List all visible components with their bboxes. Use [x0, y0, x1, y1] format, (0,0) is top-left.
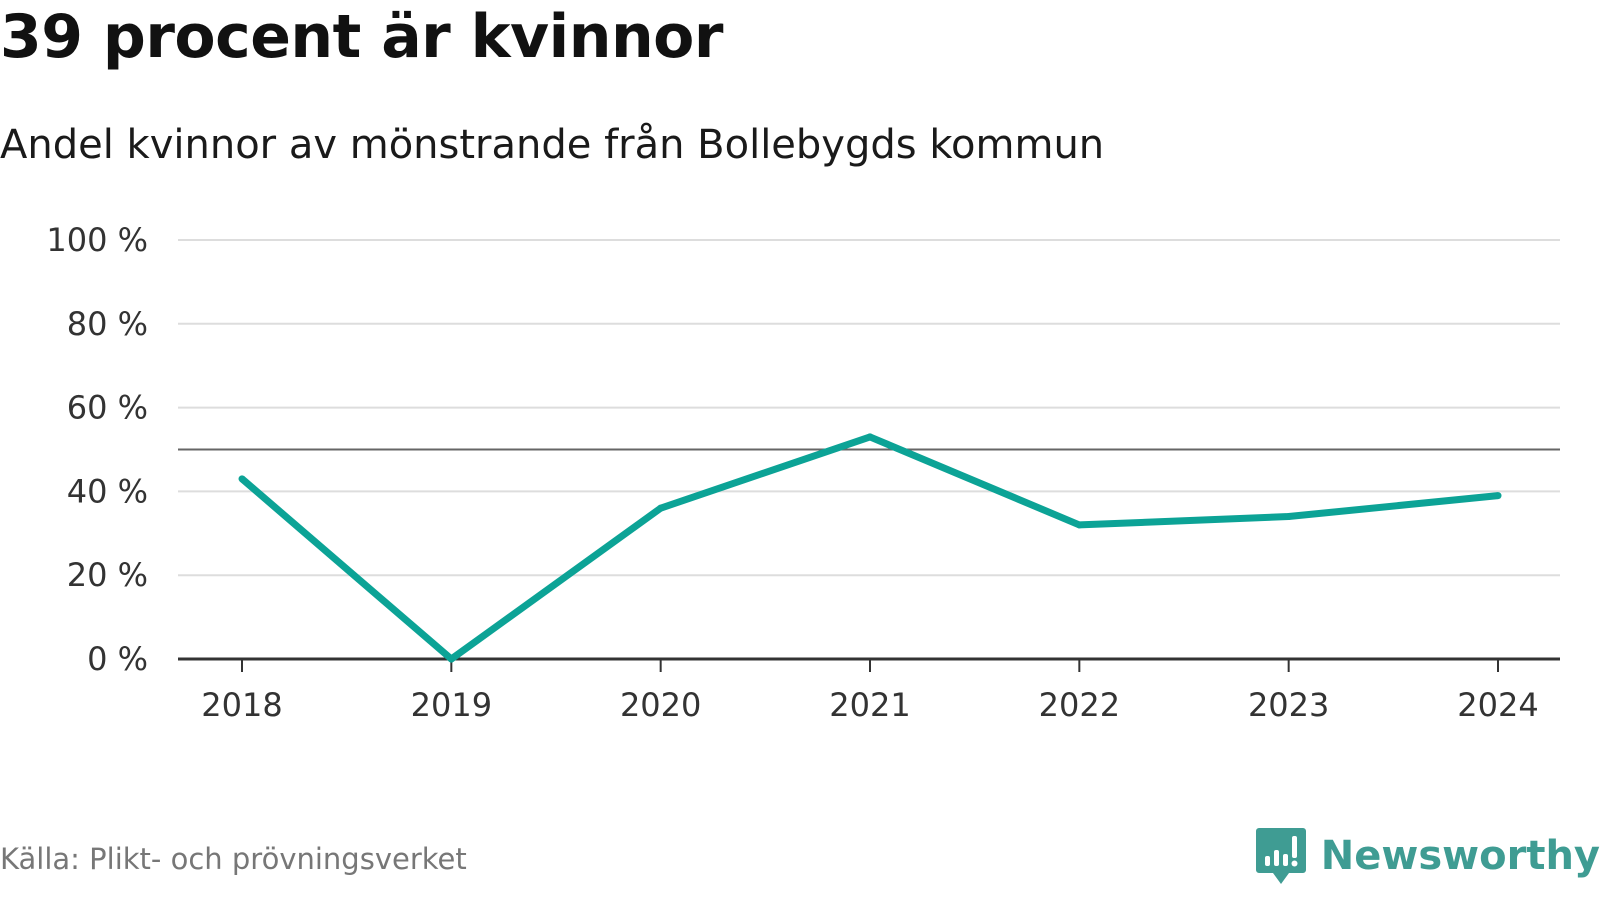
y-tick-label: 80 %: [67, 305, 148, 343]
data-point: [1494, 492, 1502, 500]
grid-lines: [178, 239, 1560, 577]
data-point: [447, 655, 455, 663]
x-tick-label: 2022: [1039, 686, 1120, 724]
y-tick-label: 0 %: [87, 640, 148, 678]
x-axis-ticks: 2018 2019 2020 2021 2022 2023 2024: [201, 659, 1539, 724]
x-tick-label: 2020: [620, 686, 701, 724]
y-axis-ticks: 0 % 20 % 40 % 60 % 80 % 100 %: [46, 221, 148, 678]
data-point: [1075, 521, 1083, 529]
data-point: [238, 475, 246, 483]
y-tick-label: 20 %: [67, 556, 148, 594]
series-line: [239, 433, 1499, 663]
x-tick-label: 2023: [1248, 686, 1329, 724]
newsworthy-logo-icon: [1255, 828, 1306, 884]
x-tick-label: 2024: [1457, 686, 1538, 724]
chart-title: 39 procent är kvinnor: [0, 2, 723, 72]
data-point: [866, 433, 874, 441]
x-tick-label: 2019: [411, 686, 492, 724]
y-tick-label: 100 %: [46, 221, 148, 259]
x-tick-label: 2018: [201, 686, 282, 724]
series-group: [238, 433, 1502, 663]
data-point: [657, 504, 665, 512]
y-tick-label: 40 %: [67, 472, 148, 510]
brand-name: Newsworthy: [1320, 833, 1600, 879]
x-tick-label: 2021: [829, 686, 910, 724]
chart-subtitle: Andel kvinnor av mönstrande från Bolleby…: [0, 122, 1105, 168]
y-tick-label: 60 %: [67, 389, 148, 427]
data-point: [1285, 513, 1293, 521]
source-note: Källa: Plikt- och prövningsverket: [0, 842, 467, 876]
brand: Newsworthy: [1255, 826, 1600, 886]
